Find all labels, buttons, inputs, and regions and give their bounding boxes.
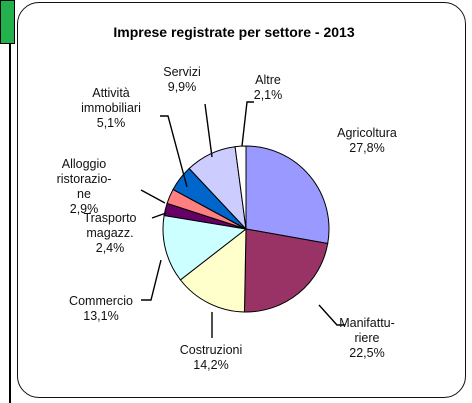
pie-slice: [243, 228, 329, 313]
leader-line: [151, 212, 167, 219]
slice-label: Manifattu-riere 22,5%: [339, 316, 395, 360]
leader-line: [241, 101, 254, 147]
slice-label: Costruzioni 14,2%: [180, 343, 243, 372]
slice-label: Trasporto magazz. 2,4%: [83, 211, 136, 255]
slice-label: Agricoltura 27,8%: [337, 126, 397, 155]
slice-label: Attività immobiliari 5,1%: [81, 86, 141, 130]
slice-label: Altre 2,1%: [254, 73, 283, 102]
leader-line: [160, 115, 188, 188]
leader-line: [140, 189, 166, 204]
leader-line: [318, 304, 345, 326]
leader-line: [204, 103, 213, 158]
green-tab: [0, 0, 15, 44]
chart-title: Imprese registrate per settore - 2013: [113, 24, 354, 40]
leader-line: [141, 259, 162, 301]
slice-label: Alloggio ristorazio-ne 2,9%: [57, 157, 112, 216]
pie-slice: [162, 214, 248, 281]
slice-label: Commercio 13,1%: [69, 294, 133, 323]
pie-slice: [179, 227, 247, 313]
slice-label: Servizi 9,9%: [163, 65, 201, 94]
pie-slice: [245, 145, 330, 245]
pie-slice: [234, 145, 247, 230]
left-border-line: [9, 44, 11, 403]
